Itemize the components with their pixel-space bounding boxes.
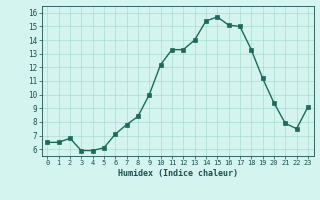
X-axis label: Humidex (Indice chaleur): Humidex (Indice chaleur) bbox=[118, 169, 237, 178]
